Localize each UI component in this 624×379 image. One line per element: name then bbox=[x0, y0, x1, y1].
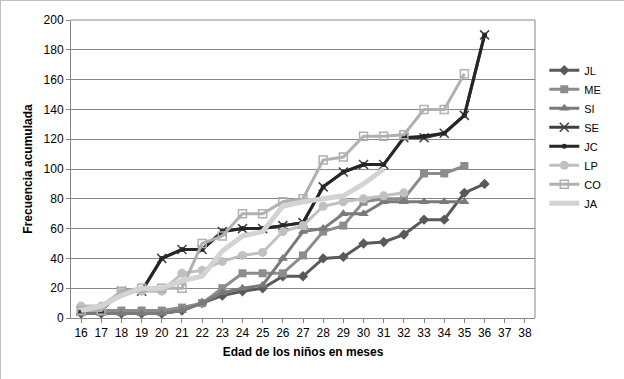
svg-text:60: 60 bbox=[50, 222, 64, 236]
svg-text:SE: SE bbox=[584, 122, 599, 134]
svg-text:16: 16 bbox=[74, 326, 88, 340]
svg-text:120: 120 bbox=[44, 132, 64, 146]
svg-text:180: 180 bbox=[44, 43, 64, 57]
svg-text:0: 0 bbox=[57, 311, 64, 325]
svg-text:200: 200 bbox=[44, 13, 64, 27]
svg-text:40: 40 bbox=[50, 252, 64, 266]
svg-text:100: 100 bbox=[44, 162, 64, 176]
svg-text:19: 19 bbox=[135, 326, 149, 340]
svg-text:20: 20 bbox=[50, 281, 64, 295]
svg-text:29: 29 bbox=[337, 326, 351, 340]
svg-text:SI: SI bbox=[584, 103, 594, 115]
svg-text:ME: ME bbox=[584, 84, 601, 96]
svg-text:38: 38 bbox=[518, 326, 532, 340]
svg-text:34: 34 bbox=[438, 326, 452, 340]
svg-text:17: 17 bbox=[95, 326, 109, 340]
svg-text:30: 30 bbox=[357, 326, 371, 340]
svg-text:32: 32 bbox=[397, 326, 411, 340]
svg-text:26: 26 bbox=[276, 326, 290, 340]
svg-text:Frecuencia acumulada: Frecuencia acumulada bbox=[21, 104, 35, 234]
svg-text:23: 23 bbox=[216, 326, 230, 340]
svg-text:CO: CO bbox=[584, 179, 601, 191]
svg-text:21: 21 bbox=[175, 326, 189, 340]
svg-text:22: 22 bbox=[195, 326, 209, 340]
svg-text:20: 20 bbox=[155, 326, 169, 340]
svg-text:37: 37 bbox=[498, 326, 512, 340]
svg-text:160: 160 bbox=[44, 73, 64, 87]
svg-text:LP: LP bbox=[584, 160, 597, 172]
svg-text:28: 28 bbox=[316, 326, 330, 340]
svg-text:24: 24 bbox=[236, 326, 250, 340]
svg-text:140: 140 bbox=[44, 103, 64, 117]
svg-text:18: 18 bbox=[115, 326, 129, 340]
svg-text:JC: JC bbox=[584, 141, 598, 153]
svg-text:35: 35 bbox=[458, 326, 472, 340]
svg-text:Edad de los niños en meses: Edad de los niños en meses bbox=[223, 345, 384, 359]
svg-text:33: 33 bbox=[417, 326, 431, 340]
svg-text:80: 80 bbox=[50, 192, 64, 206]
svg-text:31: 31 bbox=[377, 326, 391, 340]
svg-text:27: 27 bbox=[296, 326, 310, 340]
svg-text:36: 36 bbox=[478, 326, 492, 340]
svg-text:25: 25 bbox=[256, 326, 270, 340]
svg-text:JA: JA bbox=[584, 198, 598, 210]
svg-text:JL: JL bbox=[584, 65, 596, 77]
